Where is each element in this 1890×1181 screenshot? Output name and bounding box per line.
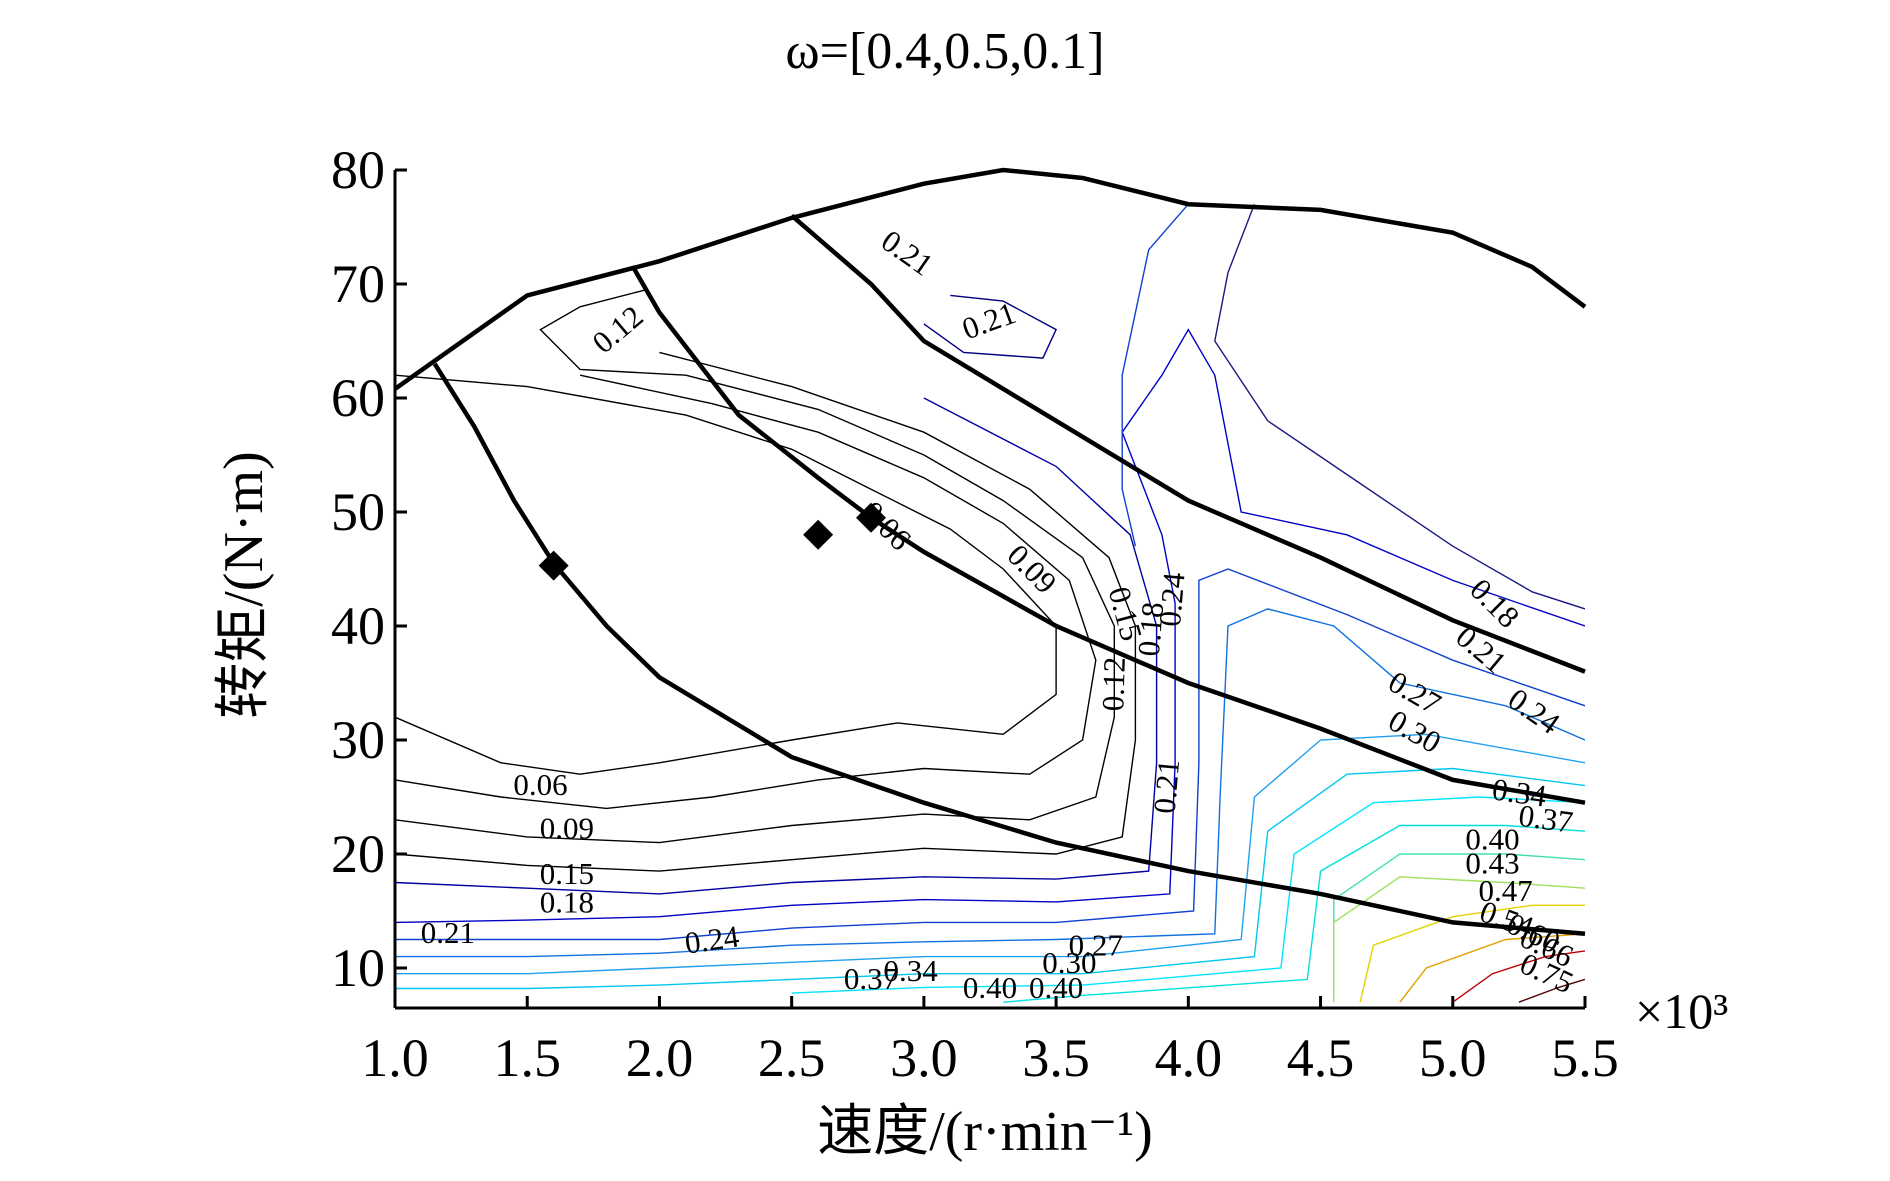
operating-curves [432, 213, 1586, 937]
contour-label: 0.24 [1152, 570, 1192, 628]
x-tick-label: 3.0 [890, 1028, 958, 1088]
contour-line-0.4 [1003, 824, 1585, 1003]
contour-label: 0.09 [540, 810, 594, 845]
x-axis-label: 速度/(r·min⁻¹) [817, 1101, 1153, 1163]
contour-label: 0.34 [884, 953, 939, 988]
x-multiplier: ×10³ [1635, 983, 1728, 1039]
contour-line-0.09 [395, 374, 1097, 810]
contour-label: 0.40 [1465, 822, 1519, 857]
contour-line-0.27 [395, 608, 1585, 958]
contour-line-0.12 [395, 289, 1115, 844]
contour-label: 0.21 [875, 223, 940, 283]
y-tick-label: 30 [331, 710, 385, 770]
contour-line-0.06 [395, 374, 1057, 775]
y-axis-label: 转矩/(N·m) [213, 451, 275, 719]
axes [393, 170, 1585, 1010]
contour-label: 0.24 [1502, 681, 1567, 741]
contour-label: 0.12 [586, 298, 650, 360]
contour-line-0.21 [395, 328, 1585, 924]
x-tick-label: 2.0 [626, 1028, 694, 1088]
x-ticks: 1.0 1.5 2.0 2.5 3.0 3.5 4.0 4.5 5.0 5.5 [361, 996, 1619, 1088]
contour-label: 0.12 [1095, 656, 1132, 711]
y-tick-label: 20 [331, 824, 385, 884]
contour-line-0.47 [1333, 876, 1585, 1003]
contour-line-0.66 [1452, 950, 1585, 1003]
x-tick-label: 1.5 [493, 1028, 561, 1088]
contour-label: 0.15 [540, 856, 594, 891]
chart-title: ω=[0.4,0.5,0.1] [785, 23, 1104, 80]
contour-label: 0.37 [844, 961, 898, 996]
operating-point-3 [856, 502, 886, 533]
operating-curve-3 [790, 213, 1586, 674]
contour-label: 0.30 [1042, 945, 1096, 980]
contour-line-0.75 [1518, 978, 1585, 1003]
y-ticks: 10 20 30 40 50 60 70 80 [331, 140, 407, 998]
contour-line-0.18 [1214, 203, 1585, 610]
contour-line-0.54 [1359, 904, 1585, 1003]
y-tick-label: 80 [331, 140, 385, 200]
envelope-curve [393, 167, 1587, 391]
contour-label: 0.30 [1383, 703, 1447, 760]
y-tick-label: 40 [331, 596, 385, 656]
x-tick-label: 1.0 [361, 1028, 429, 1088]
contour-line-0.21 [923, 294, 1058, 359]
x-tick-label: 4.5 [1287, 1028, 1355, 1088]
x-tick-label: 5.5 [1551, 1028, 1619, 1088]
contour-line-0.15 [395, 351, 1137, 872]
contour-line-0.3 [395, 733, 1585, 975]
y-tick-label: 70 [331, 254, 385, 314]
contour-label: 0.21 [1147, 758, 1187, 815]
operating-curve-2 [631, 265, 1586, 805]
x-tick-label: 5.0 [1419, 1028, 1487, 1088]
contour-line-0.18 [395, 397, 1158, 895]
contour-label: 0.34 [1490, 771, 1549, 813]
y-tick-label: 60 [331, 368, 385, 428]
max-torque-envelope [393, 167, 1587, 391]
contour-label: 0.37 [1517, 798, 1576, 840]
x-tick-label: 4.0 [1155, 1028, 1223, 1088]
operating-curve-1 [432, 362, 1586, 937]
operating-point-1 [538, 550, 569, 581]
contour-label: 0.18 [1131, 601, 1171, 658]
contour-label: 0.21 [421, 915, 475, 950]
contour-line-0.24 [395, 568, 1585, 941]
contour-label: 0.24 [683, 918, 742, 960]
contour-line-0.24 [1121, 203, 1189, 547]
contour-label: 0.18 [540, 884, 594, 919]
contour-label: 0.47 [1479, 873, 1533, 908]
y-tick-label: 50 [331, 482, 385, 542]
contour-label: 0.09 [1001, 537, 1064, 600]
contour-label: 0.40 [963, 970, 1017, 1005]
contour-line-0.34 [395, 767, 1585, 990]
contour-label: 0.27 [1069, 928, 1123, 963]
contour-line-0.6 [1399, 933, 1585, 1003]
operating-points [538, 502, 886, 581]
contour-lines [395, 203, 1585, 1003]
contour-label: 0.06 [513, 767, 567, 802]
contour-label: 0.21 [957, 295, 1020, 346]
operating-point-2 [803, 519, 834, 550]
x-tick-label: 3.5 [1022, 1028, 1090, 1088]
x-tick-label: 2.5 [758, 1028, 826, 1088]
y-tick-label: 10 [331, 938, 385, 998]
contour-label: 0.43 [1465, 846, 1519, 881]
contour-line-0.37 [791, 796, 1585, 994]
